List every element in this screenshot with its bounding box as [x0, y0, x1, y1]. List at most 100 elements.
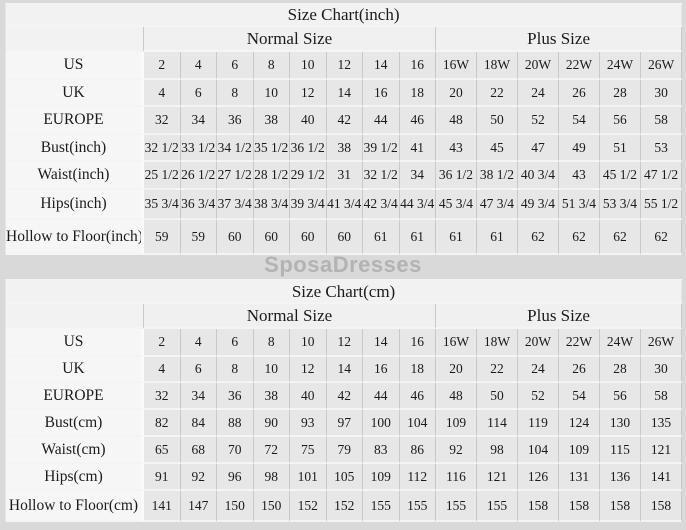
size-cell: 59 — [144, 220, 181, 255]
size-cell: 101 — [290, 464, 327, 491]
size-cell: 46 — [399, 107, 436, 135]
size-cell: 147 — [180, 491, 217, 522]
size-cell: 40 3/4 — [518, 162, 559, 190]
size-cell: 53 — [641, 135, 683, 162]
size-cell: 48 — [436, 107, 477, 135]
table-title: Size Chart(cm) — [6, 281, 683, 304]
size-cell: 86 — [399, 437, 436, 464]
size-cell: 8 — [217, 357, 254, 383]
size-cell: 115 — [600, 437, 641, 464]
size-cell: 104 — [518, 437, 559, 464]
group-header-row: Normal Size Plus Size — [6, 27, 683, 52]
size-cell: 65 — [144, 437, 181, 464]
size-cell: 70 — [217, 437, 254, 464]
size-cell: 14 — [326, 357, 363, 383]
size-cell: 14 — [363, 52, 400, 80]
row-label: US — [6, 52, 144, 80]
watermark-text: SposaDresses — [264, 252, 422, 277]
size-cell: 36 — [217, 107, 254, 135]
size-cell: 45 — [477, 135, 518, 162]
size-cell: 34 1/2 — [217, 135, 254, 162]
size-cell: 25 1/2 — [144, 162, 181, 190]
size-cell: 152 — [326, 491, 363, 522]
table-row: US 2 4 6 8 10 12 14 16 16W 18W 20W 22W 24W 26W — [6, 329, 683, 357]
size-cell: 27 1/2 — [217, 162, 254, 190]
size-cell: 109 — [559, 437, 600, 464]
size-cell: 30 — [641, 80, 683, 107]
size-cell: 45 3/4 — [436, 190, 477, 220]
size-cell: 158 — [518, 491, 559, 522]
size-cell: 141 — [641, 464, 683, 491]
corner-cell — [6, 304, 144, 329]
size-cell: 56 — [600, 383, 641, 410]
size-cell: 56 — [600, 107, 641, 135]
size-cell: 47 3/4 — [477, 190, 518, 220]
size-cell: 62 — [559, 220, 600, 255]
plus-size-header: Plus Size — [436, 304, 683, 329]
size-cell: 10 — [253, 80, 290, 107]
row-label: EUROPE — [6, 383, 144, 410]
size-cell: 39 3/4 — [290, 190, 327, 220]
group-header-row: Normal Size Plus Size — [6, 304, 683, 329]
size-cell: 158 — [641, 491, 683, 522]
size-cell: 20 — [436, 80, 477, 107]
size-cell: 8 — [253, 52, 290, 80]
size-cell: 38 — [253, 383, 290, 410]
row-label: UK — [6, 80, 144, 107]
size-cell: 60 — [217, 220, 254, 255]
size-cell: 42 — [326, 107, 363, 135]
size-cell: 88 — [217, 410, 254, 437]
size-cell: 44 — [363, 383, 400, 410]
size-cell: 38 3/4 — [253, 190, 290, 220]
size-cell: 91 — [144, 464, 181, 491]
size-cell: 6 — [180, 357, 217, 383]
size-cell: 36 — [217, 383, 254, 410]
size-cell: 136 — [600, 464, 641, 491]
size-cell: 4 — [144, 80, 181, 107]
size-cell: 34 — [399, 162, 436, 190]
row-label: Bust(inch) — [6, 135, 144, 162]
size-cell: 155 — [436, 491, 477, 522]
size-cell: 79 — [326, 437, 363, 464]
size-cell: 46 — [399, 383, 436, 410]
size-cell: 36 1/2 — [436, 162, 477, 190]
size-cell: 84 — [180, 410, 217, 437]
size-cell: 38 — [326, 135, 363, 162]
size-cell: 53 3/4 — [600, 190, 641, 220]
size-cell: 155 — [399, 491, 436, 522]
size-cell: 50 — [477, 383, 518, 410]
size-cell: 44 3/4 — [399, 190, 436, 220]
size-cell: 22 — [477, 80, 518, 107]
size-cell: 150 — [253, 491, 290, 522]
size-cell: 16 — [363, 80, 400, 107]
row-label: Hips(inch) — [6, 190, 144, 220]
size-cell: 62 — [600, 220, 641, 255]
table-row: Bust(cm) 82 84 88 90 93 97 100 104 109 114 119 124 13… — [6, 410, 683, 437]
size-cell: 22 — [477, 357, 518, 383]
size-cell: 82 — [144, 410, 181, 437]
size-cell: 61 — [363, 220, 400, 255]
size-chart-inch-table: Size Chart(inch) Normal Size Plus Size US 2 4… — [5, 3, 683, 255]
table-title-row: Size Chart(cm) — [6, 281, 683, 304]
size-cell: 4 — [144, 357, 181, 383]
size-cell: 62 — [518, 220, 559, 255]
size-cell: 104 — [399, 410, 436, 437]
size-cell: 12 — [290, 80, 327, 107]
size-cell: 31 — [326, 162, 363, 190]
size-cell: 18 — [399, 80, 436, 107]
table-row: Bust(inch) 32 1/2 33 1/2 34 1/2 35 1/2 36 1/2… — [6, 135, 683, 162]
size-cell: 10 — [290, 329, 327, 357]
size-cell: 124 — [559, 410, 600, 437]
size-cell: 51 — [600, 135, 641, 162]
size-cell: 93 — [290, 410, 327, 437]
corner-cell — [6, 27, 144, 52]
size-cell: 60 — [326, 220, 363, 255]
size-cell: 96 — [217, 464, 254, 491]
row-label: Bust(cm) — [6, 410, 144, 437]
size-cell: 34 — [180, 383, 217, 410]
size-cell: 35 1/2 — [253, 135, 290, 162]
row-label: Hips(cm) — [6, 464, 144, 491]
size-cell: 92 — [436, 437, 477, 464]
table-row: EUROPE 32 34 36 38 40 42 44 46 48 50 52 54 56 58 — [6, 383, 683, 410]
table-row: UK 4 6 8 10 12 14 16 18 20 22 24 26 28 30 — [6, 357, 683, 383]
